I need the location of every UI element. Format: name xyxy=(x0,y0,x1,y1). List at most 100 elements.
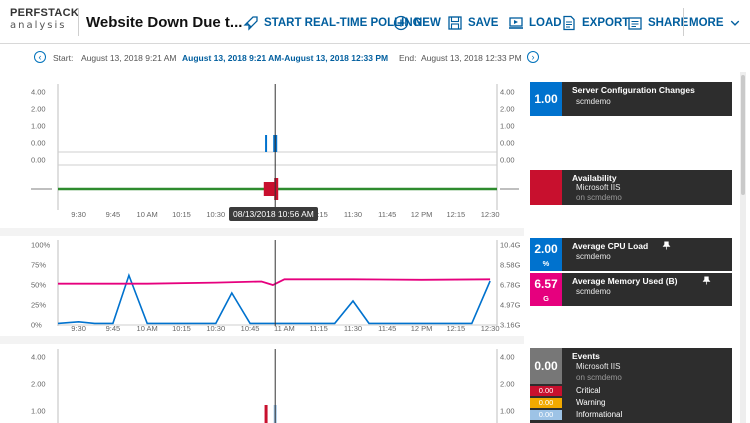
legend-node-sub: on scmdemo xyxy=(576,193,622,202)
time-range-link[interactable]: August 13, 2018 9:21 AM-August 13, 2018 … xyxy=(182,53,389,63)
start-polling-button[interactable]: START REAL-TIME POLLING xyxy=(243,14,422,32)
load-icon xyxy=(509,17,523,29)
panel2-x-tick: 9:45 xyxy=(106,324,121,333)
panel3-y-left-tick: 1.00 xyxy=(31,407,46,416)
panel2-x-tick: 12 PM xyxy=(411,324,433,333)
panel1-x-tick: 10 AM xyxy=(137,210,158,219)
scrollbar-thumb[interactable] xyxy=(741,75,745,195)
legend-availability[interactable]: Availability Microsoft IIS on scmdemo xyxy=(530,170,732,205)
panel3-y-right-tick: 1.00 xyxy=(500,407,515,416)
panel3-y-right-tick: 2.00 xyxy=(500,380,515,389)
legend-node: Microsoft IIS xyxy=(576,362,621,371)
legend-value-box xyxy=(530,170,562,205)
legend-value-box: 1.00 xyxy=(530,82,562,116)
end-time[interactable]: August 13, 2018 12:33 PM xyxy=(421,53,522,63)
panel1-y-right-tick: 2.00 xyxy=(500,105,515,114)
load-button[interactable]: LOAD xyxy=(508,14,562,32)
legend-cpu-load[interactable]: 2.00 % Average CPU Load scmdemo xyxy=(530,238,732,271)
panel1-x-tick: 9:30 xyxy=(71,210,86,219)
pin-icon[interactable] xyxy=(702,276,711,285)
legend-title: Average CPU Load xyxy=(572,241,649,251)
perfstack-charts[interactable]: 4.00 2.00 1.00 0.00 0.00 4.00 2.00 1.00 0.00 0.00… xyxy=(0,0,524,423)
scrollbar-track[interactable] xyxy=(740,72,746,423)
export-icon xyxy=(563,15,575,31)
more-menu-button[interactable]: MORE xyxy=(689,14,741,32)
panel1-x-tick: 11:30 xyxy=(344,210,362,219)
share-icon xyxy=(628,17,642,30)
event-bar xyxy=(264,405,268,423)
panel1-x-tick: 10:15 xyxy=(172,210,191,219)
legend-title: Availability xyxy=(572,173,617,183)
panel2-x-tick: 12:30 xyxy=(481,324,500,333)
toolbar: PERFSTACK analysis Website Down Due t...… xyxy=(0,0,750,44)
time-range-bar: ‹ Start: August 13, 2018 9:21 AM August … xyxy=(0,45,750,71)
save-button[interactable]: SAVE xyxy=(447,14,498,32)
rocket-icon xyxy=(243,16,258,31)
chevron-down-icon xyxy=(730,20,739,26)
panel1-x-tick: 11:15 xyxy=(310,210,328,219)
previous-range-button[interactable]: ‹ xyxy=(34,51,46,63)
toolbar-divider xyxy=(78,8,79,36)
panel1-y-right-tick: 0.00 xyxy=(500,156,515,165)
panel2-y-right-tick: 3.16G xyxy=(500,321,521,330)
panel2-y-left-tick: 25% xyxy=(31,301,46,310)
event-critical-label: Critical xyxy=(576,386,601,395)
legend-node: Microsoft IIS xyxy=(576,183,621,192)
panel1-y-left-tick: 2.00 xyxy=(31,105,46,114)
panel2-y-right-tick: 10.4G xyxy=(500,241,521,250)
legend-unit: G xyxy=(543,294,549,303)
panel1-x-tick: 11:45 xyxy=(378,210,396,219)
new-button[interactable]: NEW xyxy=(393,14,441,32)
panel1-y-right-tick: 0.00 xyxy=(500,139,515,148)
panel2-x-tick: 10:45 xyxy=(241,324,260,333)
panel1-x-tick: 12 PM xyxy=(411,210,433,219)
legend-events[interactable]: 0.00 Events Microsoft IIS on scmdemo 0.0… xyxy=(530,348,732,423)
config-change-bar xyxy=(265,135,268,152)
legend-server-config[interactable]: 1.00 Server Configuration Changes scmdem… xyxy=(530,82,732,116)
legend-node: scmdemo xyxy=(576,252,611,261)
legend-node: scmdemo xyxy=(576,287,611,296)
plus-circle-icon xyxy=(393,15,409,31)
logo-text-bottom: analysis xyxy=(10,20,67,31)
event-warning-label: Warning xyxy=(576,398,606,407)
page-title[interactable]: Website Down Due t... xyxy=(86,14,243,31)
start-time[interactable]: August 13, 2018 9:21 AM xyxy=(81,53,177,63)
panel2-x-tick: 10:15 xyxy=(172,324,191,333)
panel1-x-tick: 12:15 xyxy=(446,210,465,219)
panel2-y-left-tick: 75% xyxy=(31,261,46,270)
next-range-button[interactable]: › xyxy=(527,51,539,63)
legend-node: scmdemo xyxy=(576,97,611,106)
availability-down-marker xyxy=(274,178,279,200)
panel2-y-right-tick: 6.78G xyxy=(500,281,521,290)
event-row-informational[interactable]: 0.00 Informational xyxy=(530,410,732,420)
legend-unit: % xyxy=(542,259,550,268)
new-label: NEW xyxy=(414,17,441,29)
event-critical-value: 0.00 xyxy=(530,386,562,396)
legend-title: Events xyxy=(572,351,600,361)
legend-title: Average Memory Used (B) xyxy=(572,276,678,286)
panel1-y-left-tick: 1.00 xyxy=(31,122,46,131)
panel2-x-tick: 10 AM xyxy=(137,324,158,333)
panel1-x-tick: 10:30 xyxy=(206,210,225,219)
save-label: SAVE xyxy=(468,17,499,29)
start-polling-label: START REAL-TIME POLLING xyxy=(264,17,422,29)
more-label: MORE xyxy=(689,17,724,29)
panel2-x-tick: 10:30 xyxy=(206,324,225,333)
panel2-y-left-tick: 0% xyxy=(31,321,42,330)
panel2-y-left-tick: 100% xyxy=(31,241,51,250)
pin-icon[interactable] xyxy=(662,241,671,250)
export-button[interactable]: EXPORT xyxy=(561,14,629,32)
event-row-warning[interactable]: 0.00 Warning xyxy=(530,398,732,408)
event-row-critical[interactable]: 0.00 Critical xyxy=(530,386,732,396)
panel2-y-right-tick: 4.97G xyxy=(500,301,521,310)
panel1-y-left-tick: 0.00 xyxy=(31,139,46,148)
load-label: LOAD xyxy=(529,17,562,29)
share-button[interactable]: SHARE xyxy=(627,14,688,32)
panel2-y-left-tick: 50% xyxy=(31,281,46,290)
panel1-y-left-tick: 0.00 xyxy=(31,156,46,165)
export-label: EXPORT xyxy=(582,17,630,29)
legend-memory-used[interactable]: 6.57 G Average Memory Used (B) scmdemo xyxy=(530,273,732,306)
panel3-y-left-tick: 4.00 xyxy=(31,353,46,362)
panel2-x-tick: 11:15 xyxy=(310,324,328,333)
